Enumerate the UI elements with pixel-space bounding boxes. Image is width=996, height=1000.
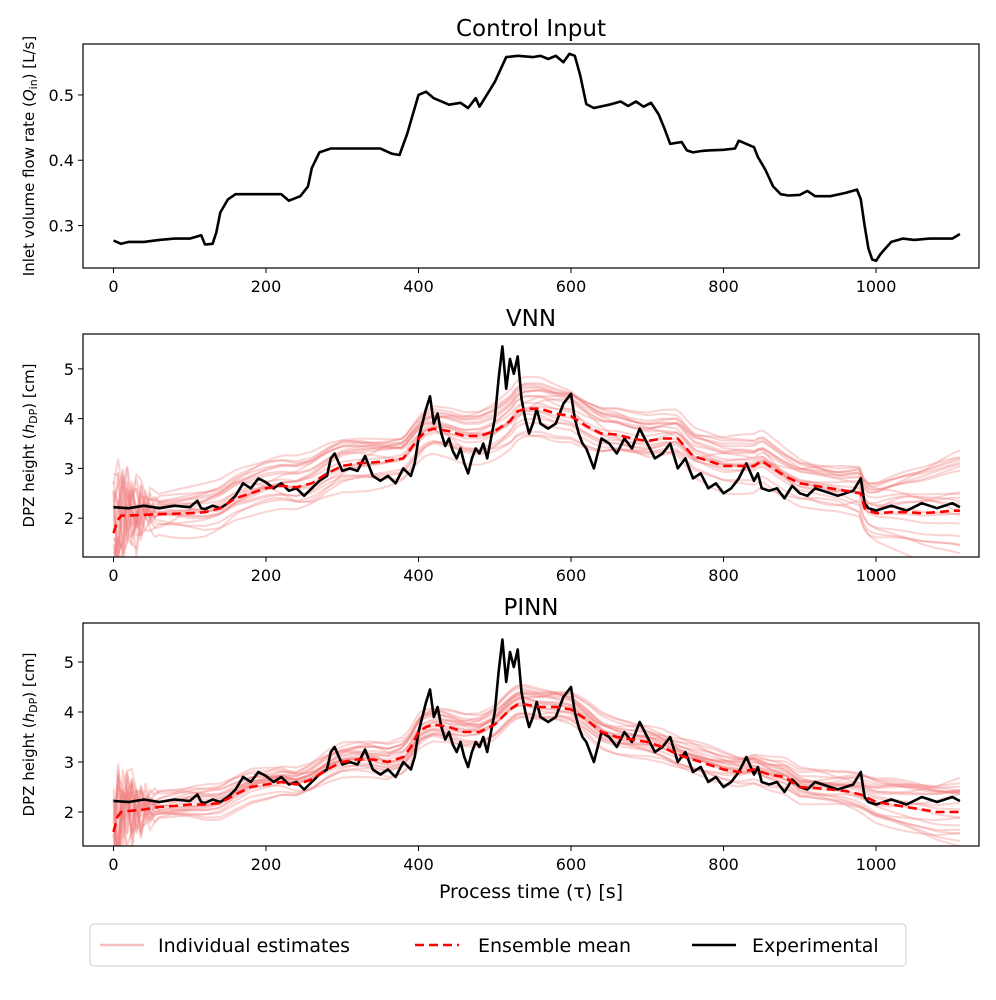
individual-estimate-line bbox=[113, 389, 961, 557]
axes-frame bbox=[82, 333, 980, 558]
individual-estimate-line bbox=[112, 433, 916, 557]
y-tick-label: 0.3 bbox=[49, 217, 74, 236]
panel-title: VNN bbox=[506, 306, 556, 332]
individual-estimate-line bbox=[114, 691, 961, 846]
individual-estimate-line bbox=[113, 386, 961, 557]
x-tick-label: 1000 bbox=[856, 277, 897, 296]
individual-estimate-line bbox=[118, 711, 961, 846]
y-axis-label: Inlet volume flow rate (Qin) [L/s] bbox=[20, 36, 40, 276]
individual-estimate-line bbox=[112, 421, 961, 557]
x-tick-label: 0 bbox=[108, 855, 118, 874]
y-tick-label: 5 bbox=[64, 653, 74, 672]
axes-frame bbox=[82, 43, 980, 269]
y-axis-label: DPZ height (hDP) [cm] bbox=[20, 653, 40, 817]
y-tick-label: 5 bbox=[64, 360, 74, 379]
plot-area bbox=[112, 345, 961, 557]
x-tick-label: 200 bbox=[251, 277, 282, 296]
individual-estimate-line bbox=[112, 388, 961, 536]
individual-estimate-line bbox=[112, 712, 961, 846]
x-tick-label: 600 bbox=[556, 855, 587, 874]
panel-title: PINN bbox=[503, 595, 558, 621]
plot-area bbox=[112, 52, 961, 263]
x-tick-label: 0 bbox=[108, 566, 118, 585]
individual-estimate-line bbox=[112, 713, 961, 843]
y-tick-label: 3 bbox=[64, 459, 74, 478]
panel-pinn: 0 200 400 600 800 1000 2 3 4 5 PINN DPZ height (hDP… bbox=[20, 595, 980, 903]
ensemble-mean-line bbox=[112, 703, 960, 833]
experimental-line bbox=[112, 52, 961, 263]
x-tick-label: 400 bbox=[403, 566, 434, 585]
individual-estimate-line bbox=[112, 383, 961, 527]
x-tick-label: 0 bbox=[108, 277, 118, 296]
plot-area bbox=[112, 638, 961, 846]
legend-label: Experimental bbox=[752, 935, 879, 957]
x-tick-label: 400 bbox=[403, 277, 434, 296]
panel-title: Control Input bbox=[456, 16, 606, 42]
legend-label: Individual estimates bbox=[158, 935, 350, 957]
legend: Individual estimates Ensemble mean Experim… bbox=[89, 923, 907, 967]
individual-estimate-line bbox=[112, 693, 961, 816]
y-tick-label: 4 bbox=[64, 703, 74, 722]
individual-estimate-line bbox=[112, 430, 961, 557]
y-axis-label: DPZ height (hDP) [cm] bbox=[20, 364, 40, 528]
y-tick-label: 0.4 bbox=[49, 151, 74, 170]
individual-estimate-line bbox=[112, 375, 961, 541]
x-tick-label: 400 bbox=[403, 855, 434, 874]
y-tick-label: 4 bbox=[64, 410, 74, 429]
x-tick-label: 200 bbox=[251, 855, 282, 874]
x-tick-label: 600 bbox=[556, 566, 587, 585]
panel-vnn: 0 200 400 600 800 1000 2 3 4 5 VNN DPZ height (hDP)… bbox=[20, 306, 980, 585]
y-tick-label: 2 bbox=[64, 803, 74, 822]
y-tick-label: 0.5 bbox=[49, 86, 74, 105]
y-tick-label: 2 bbox=[64, 509, 74, 528]
x-tick-label: 600 bbox=[556, 277, 587, 296]
individual-estimate-line bbox=[117, 690, 960, 846]
panel-control-input: 0 200 400 600 800 1000 0.3 0.4 0.5 Control Input I… bbox=[20, 16, 980, 296]
legend-box bbox=[89, 923, 907, 967]
individual-estimate-line bbox=[113, 389, 961, 549]
individual-estimate-line bbox=[112, 382, 961, 512]
x-axis-label: Process time (τ) [s] bbox=[439, 881, 623, 903]
individual-estimate-line bbox=[112, 689, 961, 835]
x-tick-label: 800 bbox=[708, 855, 739, 874]
individual-estimate-line bbox=[112, 687, 961, 846]
ensemble-mean-line bbox=[112, 407, 960, 534]
x-tick-label: 1000 bbox=[856, 566, 897, 585]
experimental-line bbox=[113, 638, 961, 806]
x-tick-label: 800 bbox=[708, 566, 739, 585]
experimental-line bbox=[113, 345, 961, 512]
x-tick-label: 800 bbox=[708, 277, 739, 296]
x-tick-label: 200 bbox=[251, 566, 282, 585]
individual-estimate-line bbox=[112, 715, 961, 843]
individual-estimate-line bbox=[112, 417, 961, 557]
individual-estimate-line bbox=[112, 701, 960, 836]
y-tick-label: 3 bbox=[64, 753, 74, 772]
individual-estimate-line bbox=[113, 385, 961, 557]
individual-estimate-line bbox=[117, 715, 960, 846]
x-tick-label: 1000 bbox=[856, 855, 897, 874]
legend-label: Ensemble mean bbox=[478, 935, 631, 957]
axes-frame bbox=[82, 622, 980, 847]
